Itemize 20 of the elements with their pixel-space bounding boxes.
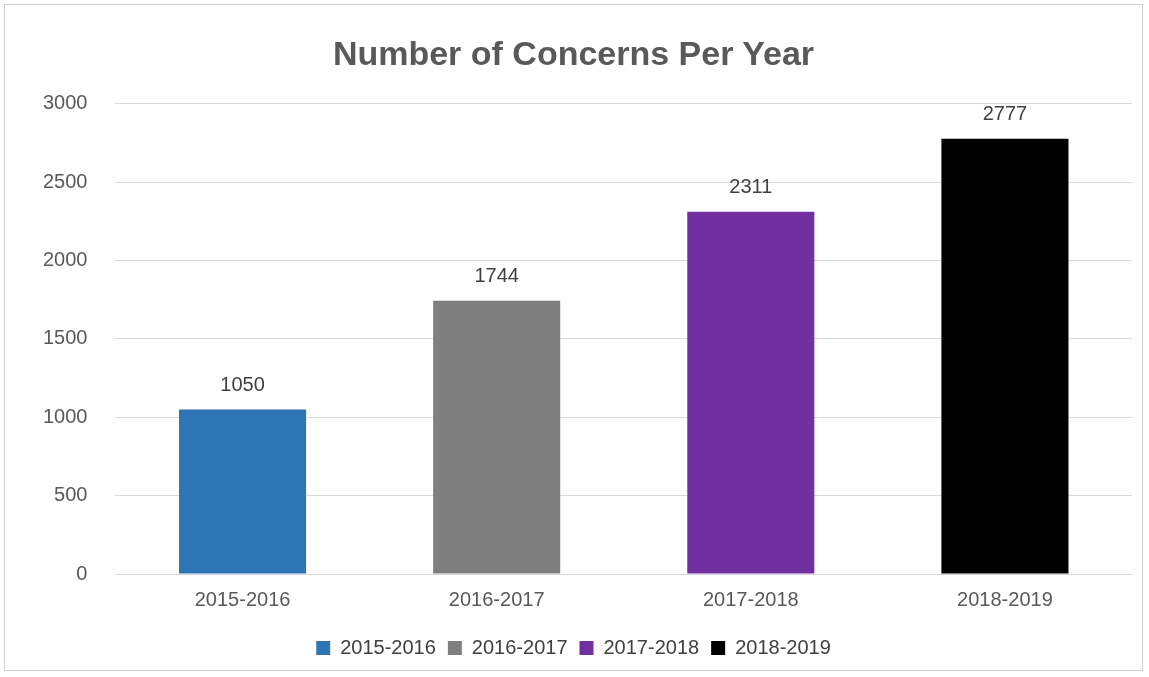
y-tick-label: 2000 xyxy=(42,248,88,271)
y-tick-label: 500 xyxy=(54,483,88,506)
x-tick-label: 2017-2018 xyxy=(702,587,799,610)
data-label: 1744 xyxy=(474,264,519,287)
data-label: 2311 xyxy=(729,175,773,198)
x-tick-label: 2015-2016 xyxy=(194,587,291,610)
y-tick-label: 1500 xyxy=(42,326,88,349)
data-label: 2777 xyxy=(982,102,1028,125)
y-tick-label: 0 xyxy=(76,561,88,584)
y-tick-label: 1000 xyxy=(42,404,88,427)
legend-label: 2017-2018 xyxy=(603,635,700,658)
x-tick-label: 2018-2019 xyxy=(957,587,1053,610)
data-label: 1050 xyxy=(220,372,265,395)
chart-title: Number of Concerns Per Year xyxy=(332,33,815,72)
legend-label: 2018-2019 xyxy=(735,635,831,658)
y-tick-label: 2500 xyxy=(42,169,88,192)
x-tick-label: 2016-2017 xyxy=(448,587,545,610)
y-tick-label: 3000 xyxy=(42,91,88,114)
legend-label: 2015-2016 xyxy=(340,635,436,658)
legend-label: 2016-2017 xyxy=(471,635,568,658)
